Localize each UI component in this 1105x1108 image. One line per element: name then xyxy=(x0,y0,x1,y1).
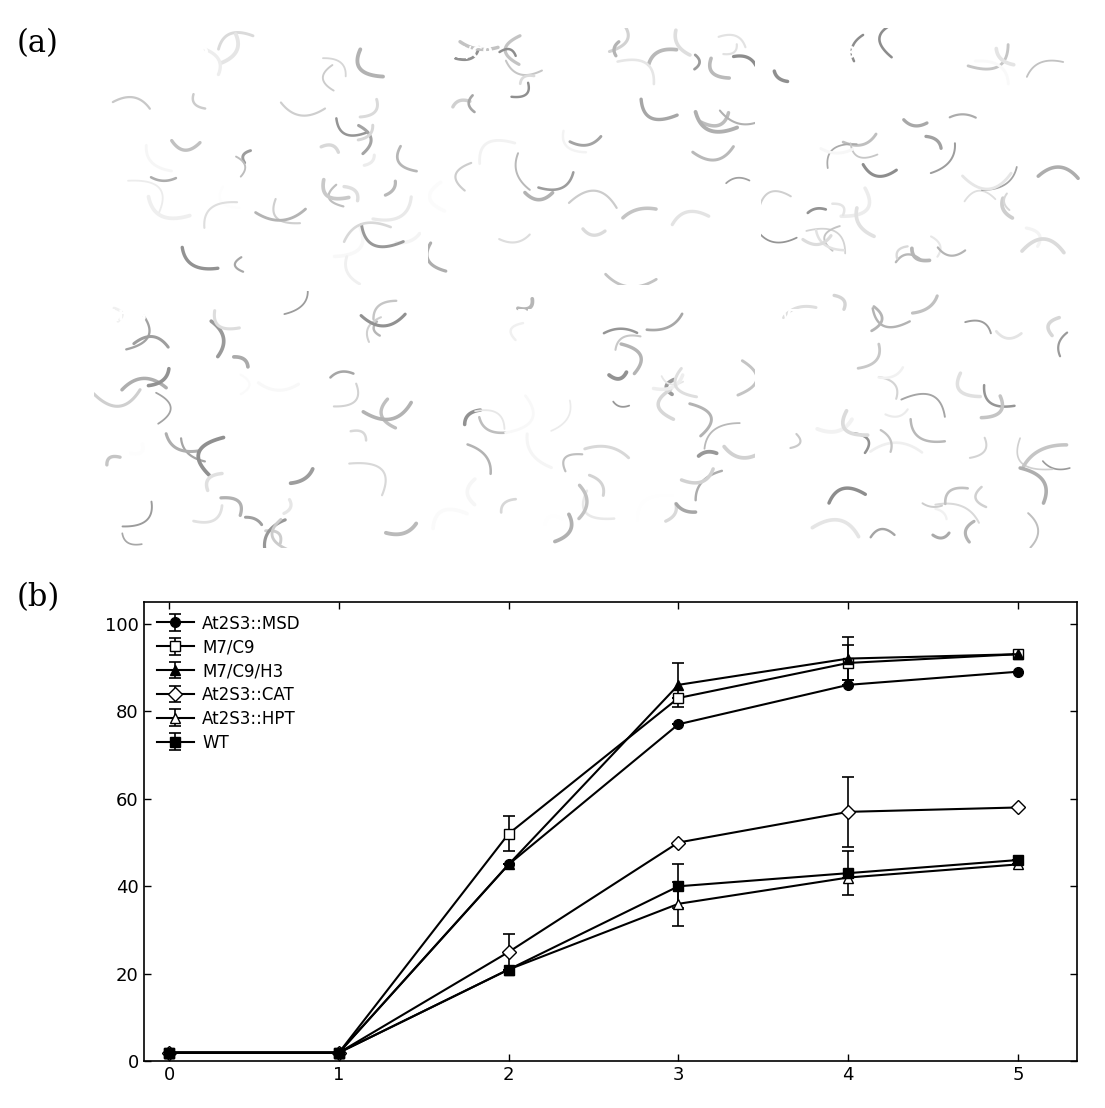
Text: At2S3::HPT: At2S3::HPT xyxy=(441,309,539,325)
Text: M7/C9: M7/C9 xyxy=(441,45,494,61)
Text: WT: WT xyxy=(775,309,802,325)
Text: (a): (a) xyxy=(17,28,59,59)
Text: At2S3::CAT: At2S3::CAT xyxy=(107,309,203,325)
Text: M7/C9/H3: M7/C9/H3 xyxy=(775,45,856,61)
Text: At2S3::MSD: At2S3::MSD xyxy=(107,45,210,61)
Legend: At2S3::MSD, M7/C9, M7/C9/H3, At2S3::CAT, At2S3::HPT, WT: At2S3::MSD, M7/C9, M7/C9/H3, At2S3::CAT,… xyxy=(152,611,306,757)
Text: (b): (b) xyxy=(17,582,60,613)
